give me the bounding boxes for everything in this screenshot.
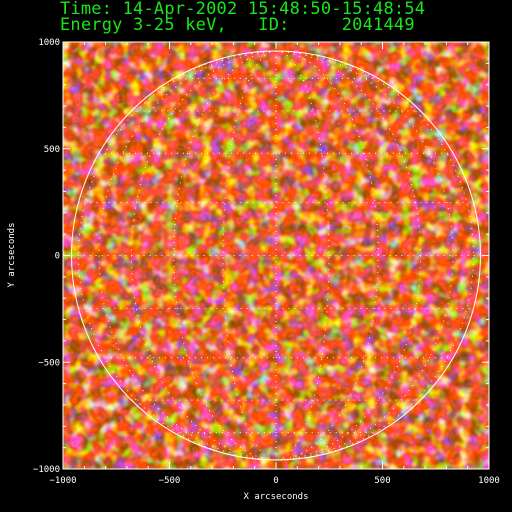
y-tick-label: 500 — [44, 145, 60, 155]
x-tick-label: −1000 — [49, 476, 76, 486]
x-axis-label: X arcseconds — [243, 492, 308, 502]
x-tick-label: 1000 — [478, 476, 500, 486]
x-tick-label: 500 — [374, 476, 390, 486]
y-tick-label: −500 — [38, 358, 60, 368]
longitude-grid-line — [275, 50, 379, 461]
x-tick-label: 0 — [273, 476, 278, 486]
longitude-grid-line — [173, 50, 277, 461]
y-tick-label: 1000 — [38, 38, 60, 48]
longitude-grid-line — [130, 50, 277, 461]
y-tick-label: 0 — [55, 252, 60, 262]
observation-time-header: Time: 14-Apr-2002 15:48:50-15:48:54 — [60, 0, 426, 19]
y-axis-label: Y arcseconds — [7, 222, 17, 287]
x-tick-label: −500 — [159, 476, 181, 486]
energy-id-header: Energy 3-25 keV, ID: 2041449 — [60, 15, 415, 35]
heliographic-grid — [71, 50, 481, 461]
y-tick-label: −1000 — [33, 465, 60, 475]
longitude-grid-line — [275, 50, 422, 461]
axis-ticks: −1000 −500 0 500 1000 1000 500 0 −500 −1000 — [33, 38, 500, 486]
solar-limb-circle — [71, 50, 481, 461]
